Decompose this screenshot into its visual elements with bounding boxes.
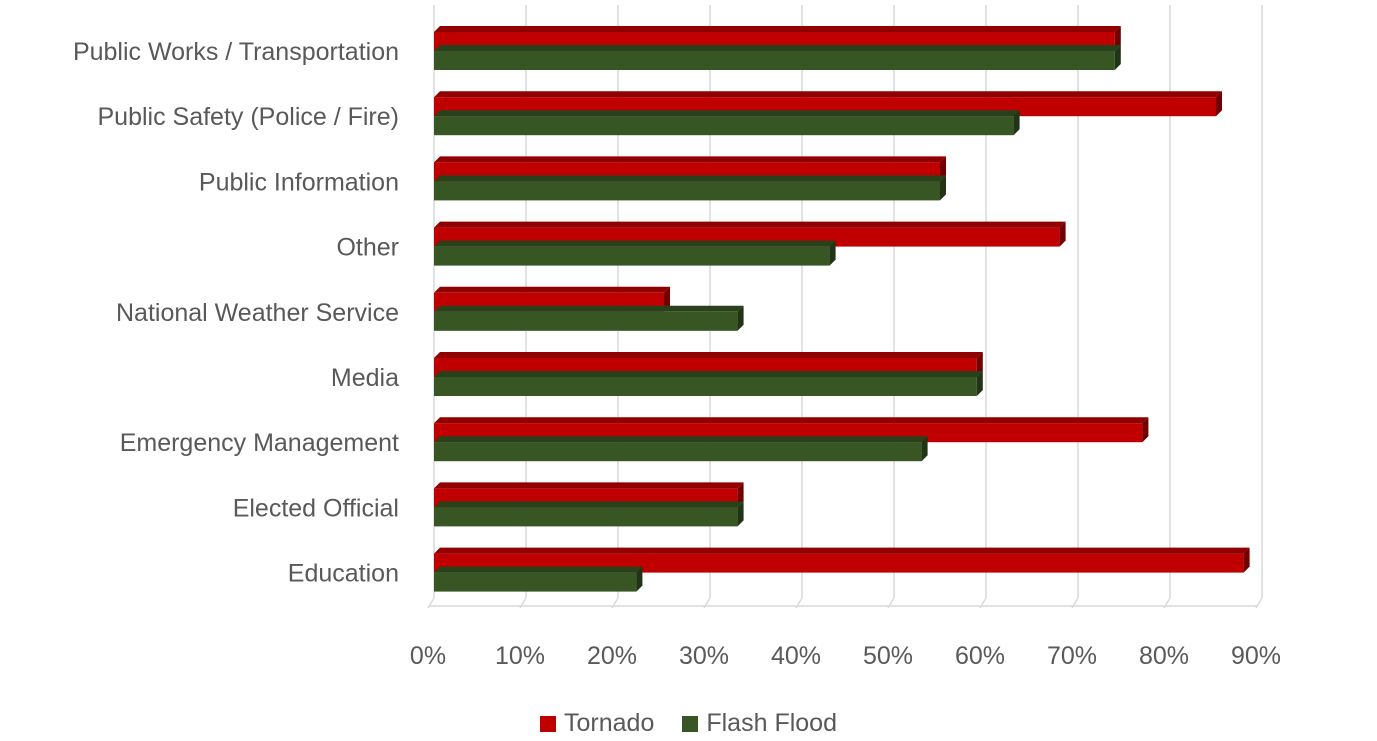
gridline-foot — [1163, 597, 1171, 609]
legend-item-flash-flood: Flash Flood — [682, 709, 837, 738]
gridline-foot — [1071, 597, 1079, 609]
bar-flash-flood — [434, 371, 983, 396]
gridline-foot — [611, 597, 619, 609]
gridline-foot — [1255, 597, 1263, 609]
gridline-foot — [703, 597, 711, 609]
gridline-foot — [979, 597, 987, 609]
bar-flash-flood — [434, 436, 928, 462]
x-tick-labels: 0% 10% 20% 30% 40% 50% 60% 70% 80% 90% — [410, 642, 1281, 670]
x-tick-label: 10% — [495, 642, 545, 670]
gridline-foot — [519, 597, 527, 609]
x-tick-label: 0% — [410, 642, 446, 670]
bar-flash-flood — [434, 240, 836, 266]
legend-item-tornado: Tornado — [540, 709, 654, 738]
x-tick-label: 50% — [863, 642, 913, 670]
category-label: Elected Official — [233, 494, 399, 522]
x-tick-label: 30% — [679, 642, 729, 670]
x-tick-label: 80% — [1139, 642, 1189, 670]
category-label: National Weather Service — [116, 299, 399, 327]
category-labels: Public Works / Transportation Public Safe… — [73, 38, 399, 588]
gridline-foot — [427, 597, 435, 609]
gridline-foot — [795, 597, 803, 609]
bar-flash-flood — [434, 110, 1020, 136]
bar-chart: Public Works / Transportation Public Safe… — [73, 5, 1281, 670]
category-label: Public Safety (Police / Fire) — [98, 103, 400, 131]
x-tick-label: 90% — [1231, 642, 1281, 670]
bar-flash-flood — [434, 305, 744, 331]
legend-label-flash-flood: Flash Flood — [706, 709, 837, 737]
category-label: Public Information — [199, 168, 399, 196]
bar-flash-flood — [434, 501, 744, 527]
category-label: Media — [331, 364, 399, 392]
legend-swatch-flash-flood — [682, 715, 699, 732]
x-tick-label: 60% — [955, 642, 1005, 670]
legend: Tornado Flash Flood — [0, 709, 1377, 738]
legend-swatch-tornado — [540, 715, 556, 732]
category-label: Emergency Management — [120, 429, 399, 457]
category-label: Other — [336, 234, 399, 262]
x-tick-label: 20% — [587, 642, 637, 670]
category-label: Public Works / Transportation — [73, 38, 399, 66]
bars — [434, 26, 1250, 592]
bar-flash-flood — [434, 175, 946, 201]
category-label: Education — [288, 560, 399, 588]
gridline-foot — [887, 597, 895, 609]
legend-label-tornado: Tornado — [564, 709, 655, 737]
x-tick-label: 40% — [771, 642, 821, 670]
bar-flash-flood — [434, 45, 1121, 70]
bar-flash-flood — [434, 566, 643, 592]
x-tick-label: 70% — [1047, 642, 1097, 670]
